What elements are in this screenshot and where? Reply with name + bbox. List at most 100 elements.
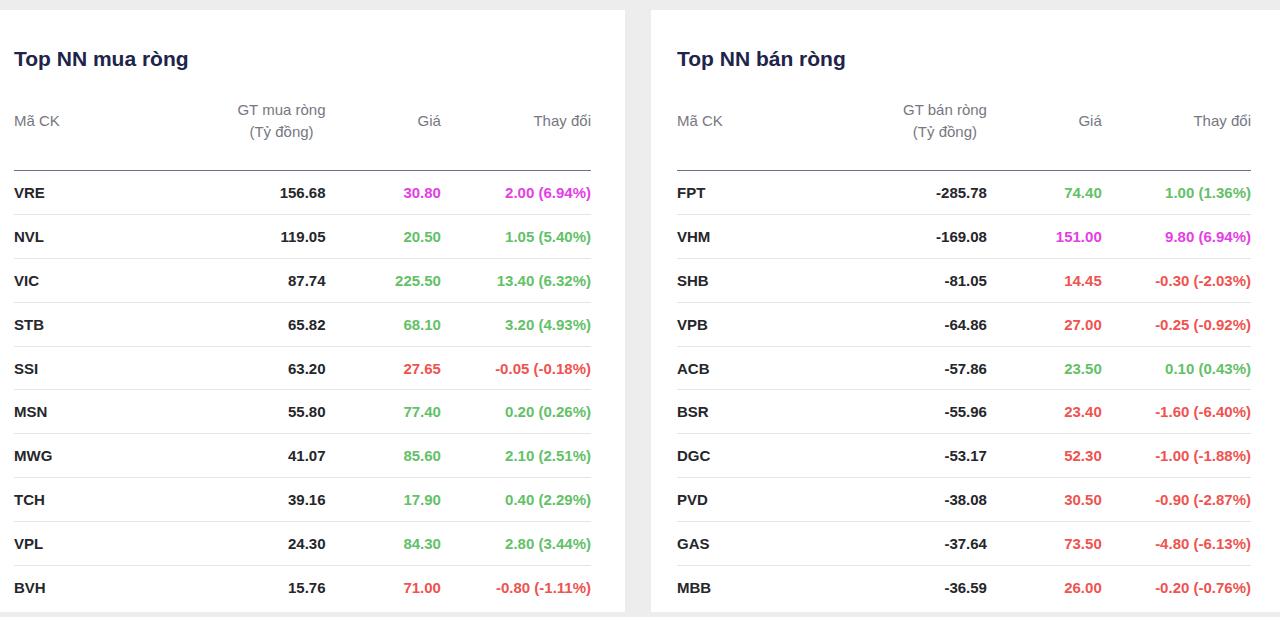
col-header-net-value: GT mua ròng (Tỷ đồng)	[152, 71, 325, 171]
net-value-cell: 119.05	[152, 214, 325, 258]
net-value-cell: -55.96	[815, 390, 987, 434]
price-cell: 30.50	[987, 478, 1102, 522]
net-value-cell: -36.59	[815, 566, 987, 609]
price-cell: 225.50	[326, 258, 441, 302]
change-cell: 0.10 (0.43%)	[1102, 346, 1251, 390]
change-cell: -0.25 (-0.92%)	[1102, 302, 1251, 346]
table-row[interactable]: GAS -37.64 73.50 -4.80 (-6.13%)	[677, 522, 1251, 566]
ticker-cell: FPT	[677, 171, 815, 215]
col-header-change: Thay đổi	[441, 71, 591, 171]
panel-title: Top NN bán ròng	[677, 10, 1251, 71]
table-header-row: Mã CK GT bán ròng (Tỷ đồng) Giá Thay đổi	[677, 71, 1251, 171]
col-header-net-value-line1: GT mua ròng	[237, 99, 325, 121]
price-cell: 73.50	[987, 522, 1102, 566]
price-cell: 17.90	[326, 478, 441, 522]
change-cell: -0.90 (-2.87%)	[1102, 478, 1251, 522]
col-header-ticker: Mã CK	[677, 71, 815, 171]
table-row[interactable]: MWG 41.07 85.60 2.10 (2.51%)	[14, 434, 591, 478]
change-cell: 13.40 (6.32%)	[441, 258, 591, 302]
price-cell: 14.45	[987, 258, 1102, 302]
table-header-row: Mã CK GT mua ròng (Tỷ đồng) Giá Thay đổi	[14, 71, 591, 171]
net-value-cell: 39.16	[152, 478, 325, 522]
ticker-cell: MWG	[14, 434, 152, 478]
net-value-cell: 63.20	[152, 346, 325, 390]
table-row[interactable]: ACB -57.86 23.50 0.10 (0.43%)	[677, 346, 1251, 390]
net-value-cell: -53.17	[815, 434, 987, 478]
table-row[interactable]: VHM -169.08 151.00 9.80 (6.94%)	[677, 214, 1251, 258]
change-cell: 2.80 (3.44%)	[441, 522, 591, 566]
foreign-trading-section: Top NN mua ròng Mã CK GT mua ròng (Tỷ đồ…	[0, 0, 1280, 612]
ticker-cell: VIC	[14, 258, 152, 302]
change-cell: 1.00 (1.36%)	[1102, 171, 1251, 215]
table-row[interactable]: BSR -55.96 23.40 -1.60 (-6.40%)	[677, 390, 1251, 434]
change-cell: -0.80 (-1.11%)	[441, 566, 591, 609]
change-cell: -1.00 (-1.88%)	[1102, 434, 1251, 478]
ticker-cell: SHB	[677, 258, 815, 302]
ticker-cell: VHM	[677, 214, 815, 258]
net-buy-table: Mã CK GT mua ròng (Tỷ đồng) Giá Thay đổi…	[14, 71, 591, 609]
ticker-cell: MBB	[677, 566, 815, 609]
col-header-price: Giá	[326, 71, 441, 171]
ticker-cell: PVD	[677, 478, 815, 522]
col-header-net-value-line2: (Tỷ đồng)	[903, 121, 987, 143]
table-row[interactable]: VRE 156.68 30.80 2.00 (6.94%)	[14, 171, 591, 215]
ticker-cell: TCH	[14, 478, 152, 522]
col-header-price: Giá	[987, 71, 1102, 171]
price-cell: 84.30	[326, 522, 441, 566]
table-row[interactable]: FPT -285.78 74.40 1.00 (1.36%)	[677, 171, 1251, 215]
table-row[interactable]: MSN 55.80 77.40 0.20 (0.26%)	[14, 390, 591, 434]
table-row[interactable]: PVD -38.08 30.50 -0.90 (-2.87%)	[677, 478, 1251, 522]
ticker-cell: VPL	[14, 522, 152, 566]
table-row[interactable]: VIC 87.74 225.50 13.40 (6.32%)	[14, 258, 591, 302]
price-cell: 74.40	[987, 171, 1102, 215]
table-row[interactable]: VPB -64.86 27.00 -0.25 (-0.92%)	[677, 302, 1251, 346]
net-value-cell: -57.86	[815, 346, 987, 390]
price-cell: 20.50	[326, 214, 441, 258]
net-value-cell: 41.07	[152, 434, 325, 478]
ticker-cell: STB	[14, 302, 152, 346]
col-header-net-value-line1: GT bán ròng	[903, 99, 987, 121]
change-cell: -0.20 (-0.76%)	[1102, 566, 1251, 609]
table-row[interactable]: STB 65.82 68.10 3.20 (4.93%)	[14, 302, 591, 346]
change-cell: 0.20 (0.26%)	[441, 390, 591, 434]
change-cell: 2.00 (6.94%)	[441, 171, 591, 215]
net-value-cell: -37.64	[815, 522, 987, 566]
net-value-cell: 156.68	[152, 171, 325, 215]
price-cell: 85.60	[326, 434, 441, 478]
table-row[interactable]: BVH 15.76 71.00 -0.80 (-1.11%)	[14, 566, 591, 609]
net-value-cell: 15.76	[152, 566, 325, 609]
price-cell: 52.30	[987, 434, 1102, 478]
table-row[interactable]: SSI 63.20 27.65 -0.05 (-0.18%)	[14, 346, 591, 390]
price-cell: 77.40	[326, 390, 441, 434]
net-sell-table: Mã CK GT bán ròng (Tỷ đồng) Giá Thay đổi…	[677, 71, 1251, 609]
table-row[interactable]: SHB -81.05 14.45 -0.30 (-2.03%)	[677, 258, 1251, 302]
table-row[interactable]: MBB -36.59 26.00 -0.20 (-0.76%)	[677, 566, 1251, 609]
net-value-cell: 65.82	[152, 302, 325, 346]
price-cell: 27.00	[987, 302, 1102, 346]
table-row[interactable]: DGC -53.17 52.30 -1.00 (-1.88%)	[677, 434, 1251, 478]
ticker-cell: MSN	[14, 390, 152, 434]
ticker-cell: ACB	[677, 346, 815, 390]
ticker-cell: BSR	[677, 390, 815, 434]
net-value-cell: -64.86	[815, 302, 987, 346]
change-cell: -0.30 (-2.03%)	[1102, 258, 1251, 302]
ticker-cell: NVL	[14, 214, 152, 258]
col-header-change: Thay đổi	[1102, 71, 1251, 171]
change-cell: 9.80 (6.94%)	[1102, 214, 1251, 258]
ticker-cell: BVH	[14, 566, 152, 609]
change-cell: -0.05 (-0.18%)	[441, 346, 591, 390]
net-value-cell: -38.08	[815, 478, 987, 522]
net-value-cell: 87.74	[152, 258, 325, 302]
table-row[interactable]: NVL 119.05 20.50 1.05 (5.40%)	[14, 214, 591, 258]
price-cell: 30.80	[326, 171, 441, 215]
price-cell: 23.40	[987, 390, 1102, 434]
net-value-cell: -81.05	[815, 258, 987, 302]
ticker-cell: VPB	[677, 302, 815, 346]
change-cell: 1.05 (5.40%)	[441, 214, 591, 258]
table-row[interactable]: VPL 24.30 84.30 2.80 (3.44%)	[14, 522, 591, 566]
table-row[interactable]: TCH 39.16 17.90 0.40 (2.29%)	[14, 478, 591, 522]
net-value-cell: 24.30	[152, 522, 325, 566]
panel-title: Top NN mua ròng	[14, 10, 591, 71]
change-cell: 0.40 (2.29%)	[441, 478, 591, 522]
price-cell: 151.00	[987, 214, 1102, 258]
